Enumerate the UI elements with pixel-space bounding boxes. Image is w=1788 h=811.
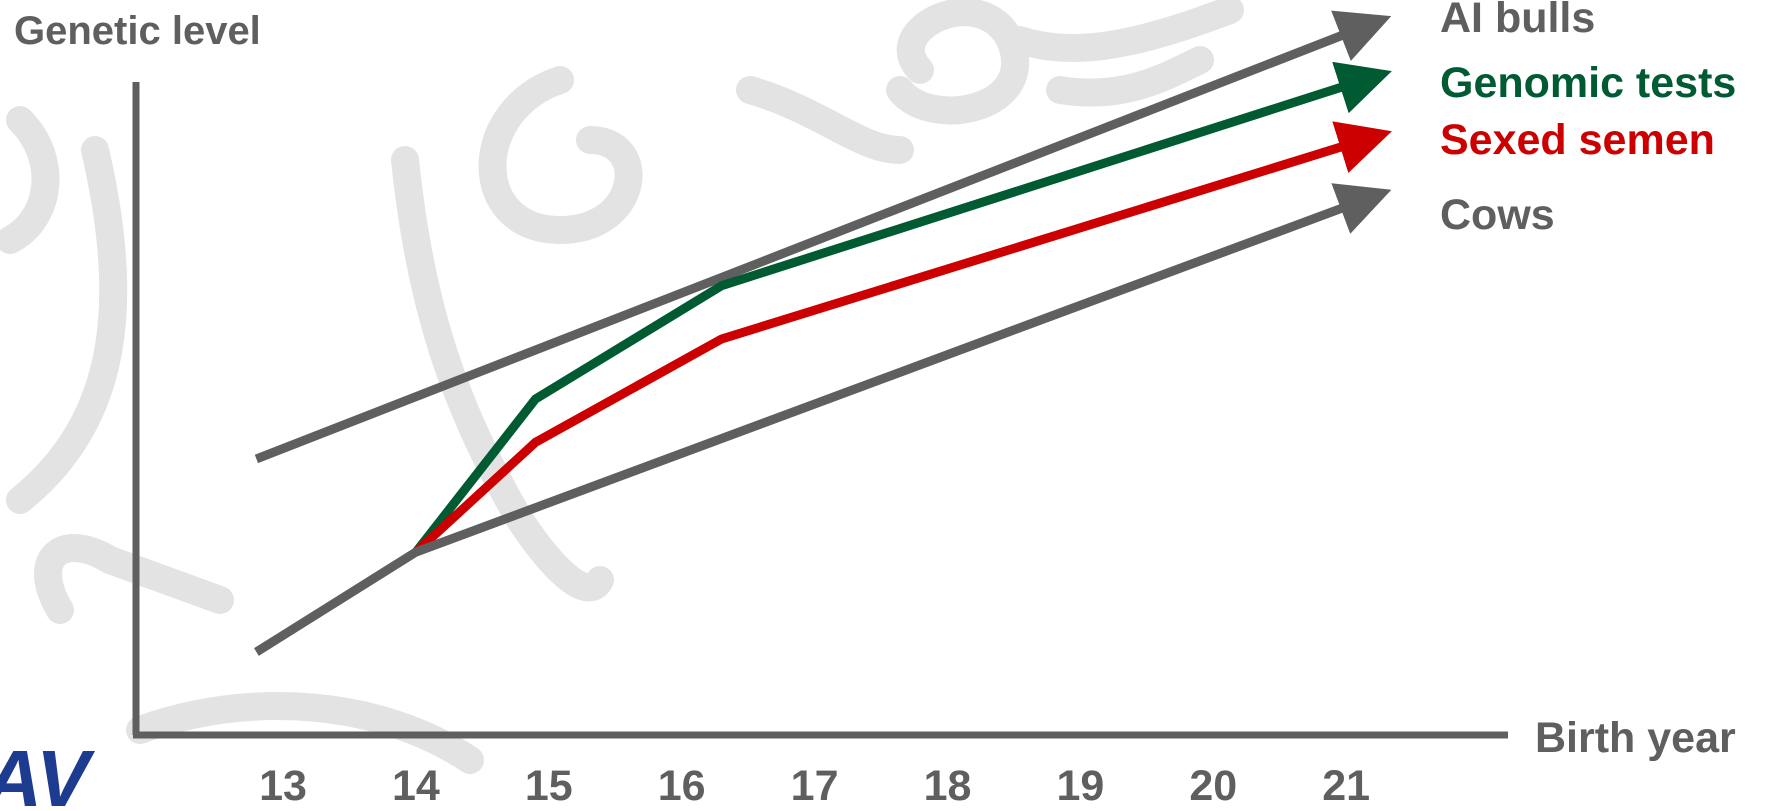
x-tick-label-13: 13 (259, 762, 307, 806)
x-tick-label-18: 18 (924, 762, 972, 806)
legend: AI bulls Genomic tests Sexed semen Cows (1440, 0, 1736, 239)
legend-label-genomic-tests: Genomic tests (1440, 59, 1736, 107)
y-axis-title: Genetic level (14, 9, 261, 53)
legend-label-cows: Cows (1440, 191, 1555, 239)
x-tick-label-17: 17 (791, 762, 839, 806)
x-tick-label-19: 19 (1056, 762, 1104, 806)
legend-label-ai-bulls: AI bulls (1440, 0, 1595, 42)
series-line-ai-bulls (254, 10, 1392, 464)
series-layer (254, 10, 1392, 656)
series-line-genomic-tests (412, 61, 1392, 555)
x-tick-label-16: 16 (658, 762, 706, 806)
x-tick-labels: 13 14 15 16 17 18 19 20 21 (259, 762, 1370, 810)
x-tick-label-20: 20 (1189, 762, 1237, 806)
x-axis-title: Birth year (1535, 714, 1736, 762)
legend-label-sexed-semen: Sexed semen (1440, 116, 1715, 164)
x-tick-label-15: 15 (525, 762, 573, 806)
series-line-sexed-semen (412, 121, 1392, 556)
logo: IAV (0, 734, 95, 806)
series-line-cows (254, 183, 1392, 656)
watermark-decoration (0, 0, 1244, 774)
x-tick-label-21: 21 (1322, 762, 1370, 806)
x-tick-label-14: 14 (392, 762, 440, 806)
